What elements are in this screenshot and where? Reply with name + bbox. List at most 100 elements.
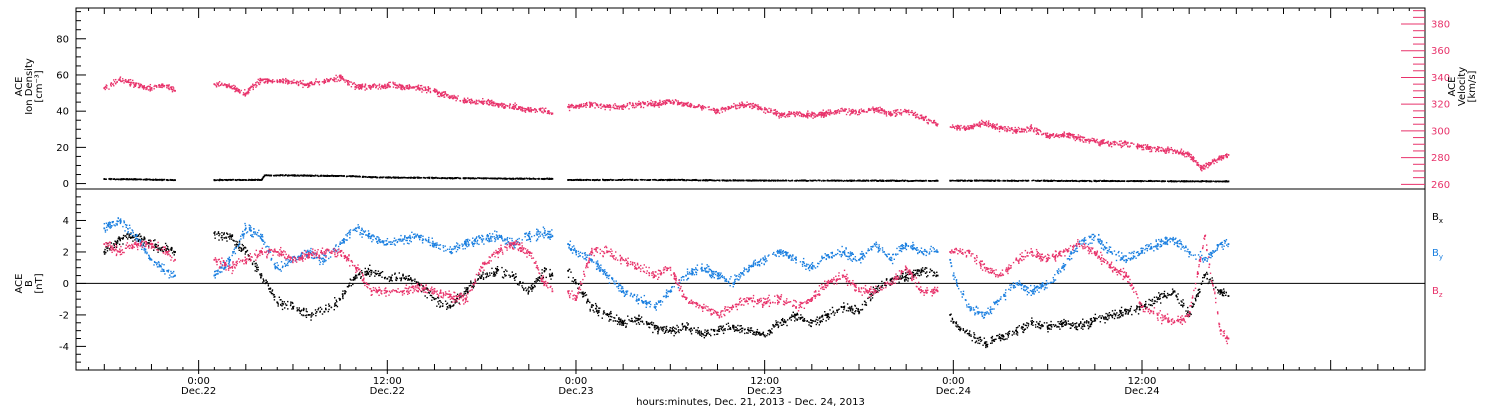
top-series-0-sample: [378, 88, 379, 89]
top-series-0-sample: [929, 120, 930, 121]
top-series-0-sample: [409, 85, 410, 86]
top-series-0-sample: [866, 111, 867, 112]
top-series-1-sample: [796, 180, 797, 181]
top-series-1-sample: [106, 178, 107, 179]
top-series-1-sample: [1079, 181, 1080, 182]
top-series-0-sample: [897, 109, 898, 110]
top-series-0-sample: [471, 99, 472, 100]
top-series-1-sample: [1194, 181, 1195, 182]
top-series-0-sample: [1021, 128, 1022, 129]
top-series-0-sample: [1203, 168, 1204, 169]
top-series-0-sample: [243, 94, 244, 95]
top-series-1-sample: [637, 179, 638, 180]
top-series-0-sample: [1163, 149, 1164, 150]
top-series-0-sample: [590, 102, 591, 103]
top-series-0-sample: [373, 86, 374, 87]
top-series-0-sample: [473, 102, 474, 103]
top-series-0-sample: [925, 116, 926, 117]
top-series-0-sample: [818, 114, 819, 115]
top-series-0-sample: [1137, 148, 1138, 149]
top-series-0-sample: [977, 124, 978, 125]
top-series-0-sample: [149, 86, 150, 87]
top-series-0-sample: [348, 84, 349, 85]
top-series-1-sample: [573, 179, 574, 180]
top-series-1-sample: [260, 179, 261, 180]
top-series-0-sample: [1167, 148, 1168, 149]
top-series-1-sample: [873, 180, 874, 181]
top-series-0-sample: [936, 125, 937, 126]
top-series-1-sample: [149, 179, 150, 180]
top-series-0-sample: [1161, 150, 1162, 151]
top-series-0-sample: [512, 107, 513, 108]
top-series-1-sample: [740, 180, 741, 181]
top-series-0-sample: [968, 129, 969, 130]
top-series-0-sample: [1063, 134, 1064, 135]
top-series-0-sample: [448, 96, 449, 97]
top-series-0-sample: [514, 102, 515, 103]
top-series-0-sample: [1033, 129, 1034, 130]
top-series-0-sample: [857, 114, 858, 115]
top-series-0-sample: [1099, 141, 1100, 142]
top-series-0-sample: [315, 78, 316, 79]
top-series-0-sample: [395, 84, 396, 85]
top-series-0-sample: [440, 94, 441, 95]
top-series-1-sample: [297, 175, 298, 176]
top-series-0-sample: [547, 113, 548, 114]
top-series-1-sample: [592, 179, 593, 180]
top-series-0-sample: [415, 89, 416, 90]
top-series-1-sample: [113, 178, 114, 179]
top-series-0-sample: [1168, 150, 1169, 151]
top-series-0-sample: [509, 107, 510, 108]
top-series-0-sample: [1004, 128, 1005, 129]
top-series-1-sample: [895, 180, 896, 181]
top-series-0-sample: [444, 92, 445, 93]
top-series-1-sample: [239, 179, 240, 180]
top-series-0-sample: [994, 127, 995, 128]
top-series-0-sample: [935, 122, 936, 123]
top-series-0-sample: [964, 126, 965, 127]
top-series-0-sample: [771, 110, 772, 111]
top-series-0-sample: [271, 80, 272, 81]
top-series-1-sample: [769, 180, 770, 181]
top-series-0-sample: [1004, 126, 1005, 127]
top-series-1-sample: [907, 180, 908, 181]
top-series-0-sample: [1193, 158, 1194, 159]
top-series-0-sample: [757, 104, 758, 105]
top-series-0-sample: [837, 112, 838, 113]
top-series-0-sample: [1124, 144, 1125, 145]
top-series-0-sample: [289, 81, 290, 82]
top-series-1-sample: [1073, 180, 1074, 181]
top-series-1-sample: [879, 180, 880, 181]
top-series-1-sample: [417, 177, 418, 178]
top-series-0-sample: [128, 82, 129, 83]
top-series-0-sample: [549, 112, 550, 113]
top-series-0-sample: [711, 109, 712, 110]
top-series-0-sample: [1104, 143, 1105, 144]
top-series-0-sample: [614, 108, 615, 109]
top-series-0-sample: [801, 116, 802, 117]
top-series-0-sample: [918, 116, 919, 117]
top-series-0-point: [1125, 143, 1127, 145]
top-series-0-sample: [264, 82, 265, 83]
top-series-1-sample: [886, 180, 887, 181]
velocity-axis-tick-label: 260: [1431, 180, 1450, 191]
top-series-0-sample: [517, 109, 518, 110]
top-series-0-sample: [763, 111, 764, 112]
top-series-0-sample: [123, 80, 124, 81]
top-series-0-sample: [291, 80, 292, 81]
top-series-0-sample: [965, 129, 966, 130]
top-series-0-sample: [713, 108, 714, 109]
top-series-0-sample: [120, 81, 121, 82]
top-series-0-sample: [422, 89, 423, 90]
top-series-0-sample: [166, 87, 167, 88]
top-series-0-sample: [754, 107, 755, 108]
top-series-1-sample: [964, 180, 965, 181]
top-series-0-sample: [594, 102, 595, 103]
top-series-0-sample: [654, 105, 655, 106]
top-series-1-sample: [527, 178, 528, 179]
top-series-0-sample: [1112, 141, 1113, 142]
top-series-0-sample: [1172, 153, 1173, 154]
top-series-0-sample: [1086, 140, 1087, 141]
top-series-0-sample: [149, 90, 150, 91]
top-series-0-sample: [1216, 159, 1217, 160]
